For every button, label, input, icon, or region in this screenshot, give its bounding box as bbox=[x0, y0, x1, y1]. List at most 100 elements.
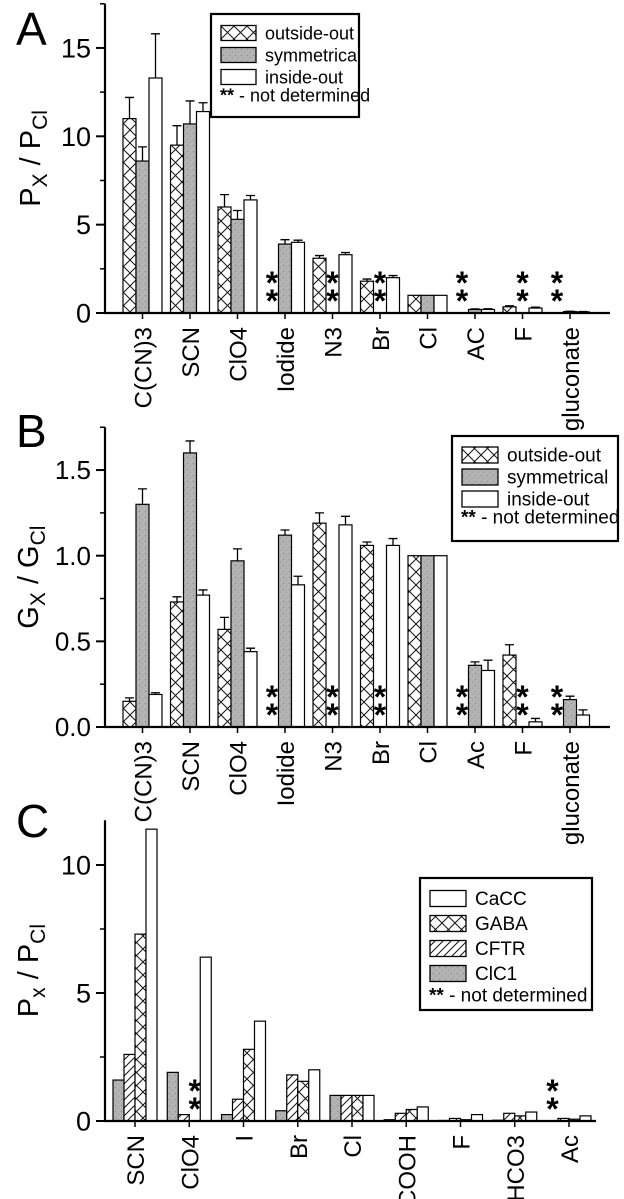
panel-a-label: A bbox=[16, 3, 47, 55]
bar-inside-out-gluconate bbox=[575, 714, 591, 728]
bar-symmetrical-SCN bbox=[182, 123, 198, 314]
bar-symmetrical-Cl bbox=[420, 294, 435, 314]
nd-marker: * bbox=[551, 679, 564, 715]
y-tick-label: 15 bbox=[61, 33, 91, 63]
bar-GABA-Cl bbox=[351, 1094, 364, 1122]
error-bar bbox=[220, 616, 229, 630]
bar-ClC1-Br bbox=[275, 1110, 288, 1122]
bar-ClC1-Cl bbox=[329, 1094, 342, 1122]
legend-label-outside-out: outside-out bbox=[507, 446, 602, 467]
y-axis-title-sub: Cl bbox=[29, 110, 52, 130]
panel-b: C(CN)3 SCN ClO4**Iodide**N3**Br Cl**Ac**F**… bbox=[13, 426, 619, 845]
bar-inside-out-ClO4 bbox=[243, 199, 258, 314]
error-bar bbox=[172, 596, 182, 602]
error-bar bbox=[362, 278, 372, 282]
error-bar bbox=[280, 529, 290, 536]
category-label: ClO4 bbox=[226, 327, 253, 382]
error-bar bbox=[172, 125, 182, 146]
error-bar bbox=[362, 541, 372, 546]
legend-swatch-inside-out bbox=[461, 490, 499, 508]
bar-symmetrical-ClO4 bbox=[230, 560, 245, 728]
bar-inside-out-C(CN)3 bbox=[148, 77, 163, 314]
bar-ClC1-ClO4 bbox=[166, 1071, 179, 1122]
error-bar bbox=[483, 308, 493, 310]
nd-marker: * bbox=[266, 265, 279, 301]
bar-inside-out-SCN bbox=[195, 110, 211, 314]
nd-marker: * bbox=[456, 265, 469, 301]
category-label: gluconate bbox=[558, 741, 585, 845]
y-tick-label: 0.0 bbox=[55, 712, 91, 742]
error-bar bbox=[185, 100, 195, 124]
bar-symmetrical-C(CN)3 bbox=[135, 503, 150, 728]
nd-marker: * bbox=[546, 1091, 559, 1127]
legend-swatch-ClC1 bbox=[429, 964, 467, 983]
error-bar bbox=[138, 146, 147, 162]
bar-outside-out-Br bbox=[359, 544, 375, 728]
bar-inside-out-Ac bbox=[480, 669, 496, 728]
category-label: Iodide bbox=[273, 741, 300, 806]
legend-label-symmetrical: symmetrical bbox=[265, 45, 361, 65]
nd-marker: * bbox=[456, 697, 469, 733]
category-label: ClO4 bbox=[177, 1135, 204, 1190]
error-bar bbox=[198, 102, 208, 112]
bar-inside-out-Iodide bbox=[290, 584, 306, 728]
y-tick-label: 0.5 bbox=[55, 626, 91, 656]
bar-CFTR-Cl bbox=[340, 1094, 353, 1122]
nd-marker: * bbox=[189, 1091, 202, 1127]
bar-CaCC-SCN bbox=[145, 828, 158, 1122]
nd-marker: * bbox=[551, 283, 564, 319]
legend-label-CaCC: CaCC bbox=[475, 889, 527, 910]
bar-symmetrical-Iodide bbox=[277, 243, 293, 314]
category-label: Br bbox=[368, 327, 395, 351]
bar-inside-out-SCN bbox=[195, 594, 211, 728]
error-bar bbox=[505, 305, 514, 307]
bar-outside-out-N3 bbox=[312, 522, 327, 728]
bar-GABA-I bbox=[242, 1048, 256, 1122]
error-bar bbox=[470, 308, 480, 310]
bar-symmetrical-Cl bbox=[420, 555, 435, 728]
panel-b-label: B bbox=[16, 405, 47, 457]
y-axis-title-sub: X bbox=[27, 592, 50, 606]
error-bar bbox=[315, 254, 324, 259]
nd-marker: * bbox=[456, 679, 469, 715]
bar-CaCC-COOH bbox=[416, 1106, 429, 1122]
legend-nd-note: ** - not determined bbox=[461, 508, 619, 529]
y-tick-label: 10 bbox=[61, 850, 91, 880]
error-bar bbox=[315, 512, 324, 524]
nd-marker: * bbox=[516, 679, 529, 715]
bar-inside-out-N3 bbox=[338, 524, 353, 728]
y-tick-label: 10 bbox=[61, 122, 91, 152]
error-bar bbox=[341, 515, 350, 525]
bar-symmetrical-C(CN)3 bbox=[135, 160, 150, 314]
category-label: gluconate bbox=[558, 327, 585, 431]
error-bar bbox=[233, 548, 242, 561]
bar-inside-out-Br bbox=[385, 277, 401, 314]
category-label: Cl bbox=[340, 1135, 367, 1158]
nd-marker: * bbox=[266, 679, 279, 715]
bar-outside-out-SCN bbox=[169, 601, 185, 728]
bar-symmetrical-ClO4 bbox=[230, 218, 245, 314]
bar-outside-out-SCN bbox=[169, 144, 185, 314]
bar-CaCC-I bbox=[253, 1020, 267, 1122]
legend-swatch-inside-out bbox=[220, 68, 257, 86]
error-bar bbox=[246, 194, 255, 200]
legend-swatch-CFTR bbox=[429, 939, 467, 958]
legend-swatch-symmetrical bbox=[461, 468, 499, 486]
error-bar bbox=[341, 251, 350, 255]
nd-marker: * bbox=[266, 283, 279, 319]
legend-nd-text: - not determined bbox=[234, 86, 370, 106]
bar-outside-out-ClO4 bbox=[217, 206, 232, 314]
error-bar bbox=[565, 695, 575, 700]
y-axis-title-sub: x bbox=[27, 987, 50, 998]
bar-CaCC-ClO4 bbox=[199, 956, 212, 1122]
error-bar bbox=[198, 589, 208, 596]
panel-c-label: C bbox=[16, 795, 50, 847]
category-label: Br bbox=[286, 1135, 313, 1159]
error-bar bbox=[233, 209, 242, 220]
legend-nd-note: ** - not determined bbox=[429, 986, 587, 1007]
legend-label-ClC1: ClC1 bbox=[475, 964, 517, 985]
error-bar bbox=[505, 644, 514, 656]
panel-a: C(CN)3 SCN ClO4**Iodide**N3**Br Cl**AC**F**… bbox=[15, 3, 610, 431]
